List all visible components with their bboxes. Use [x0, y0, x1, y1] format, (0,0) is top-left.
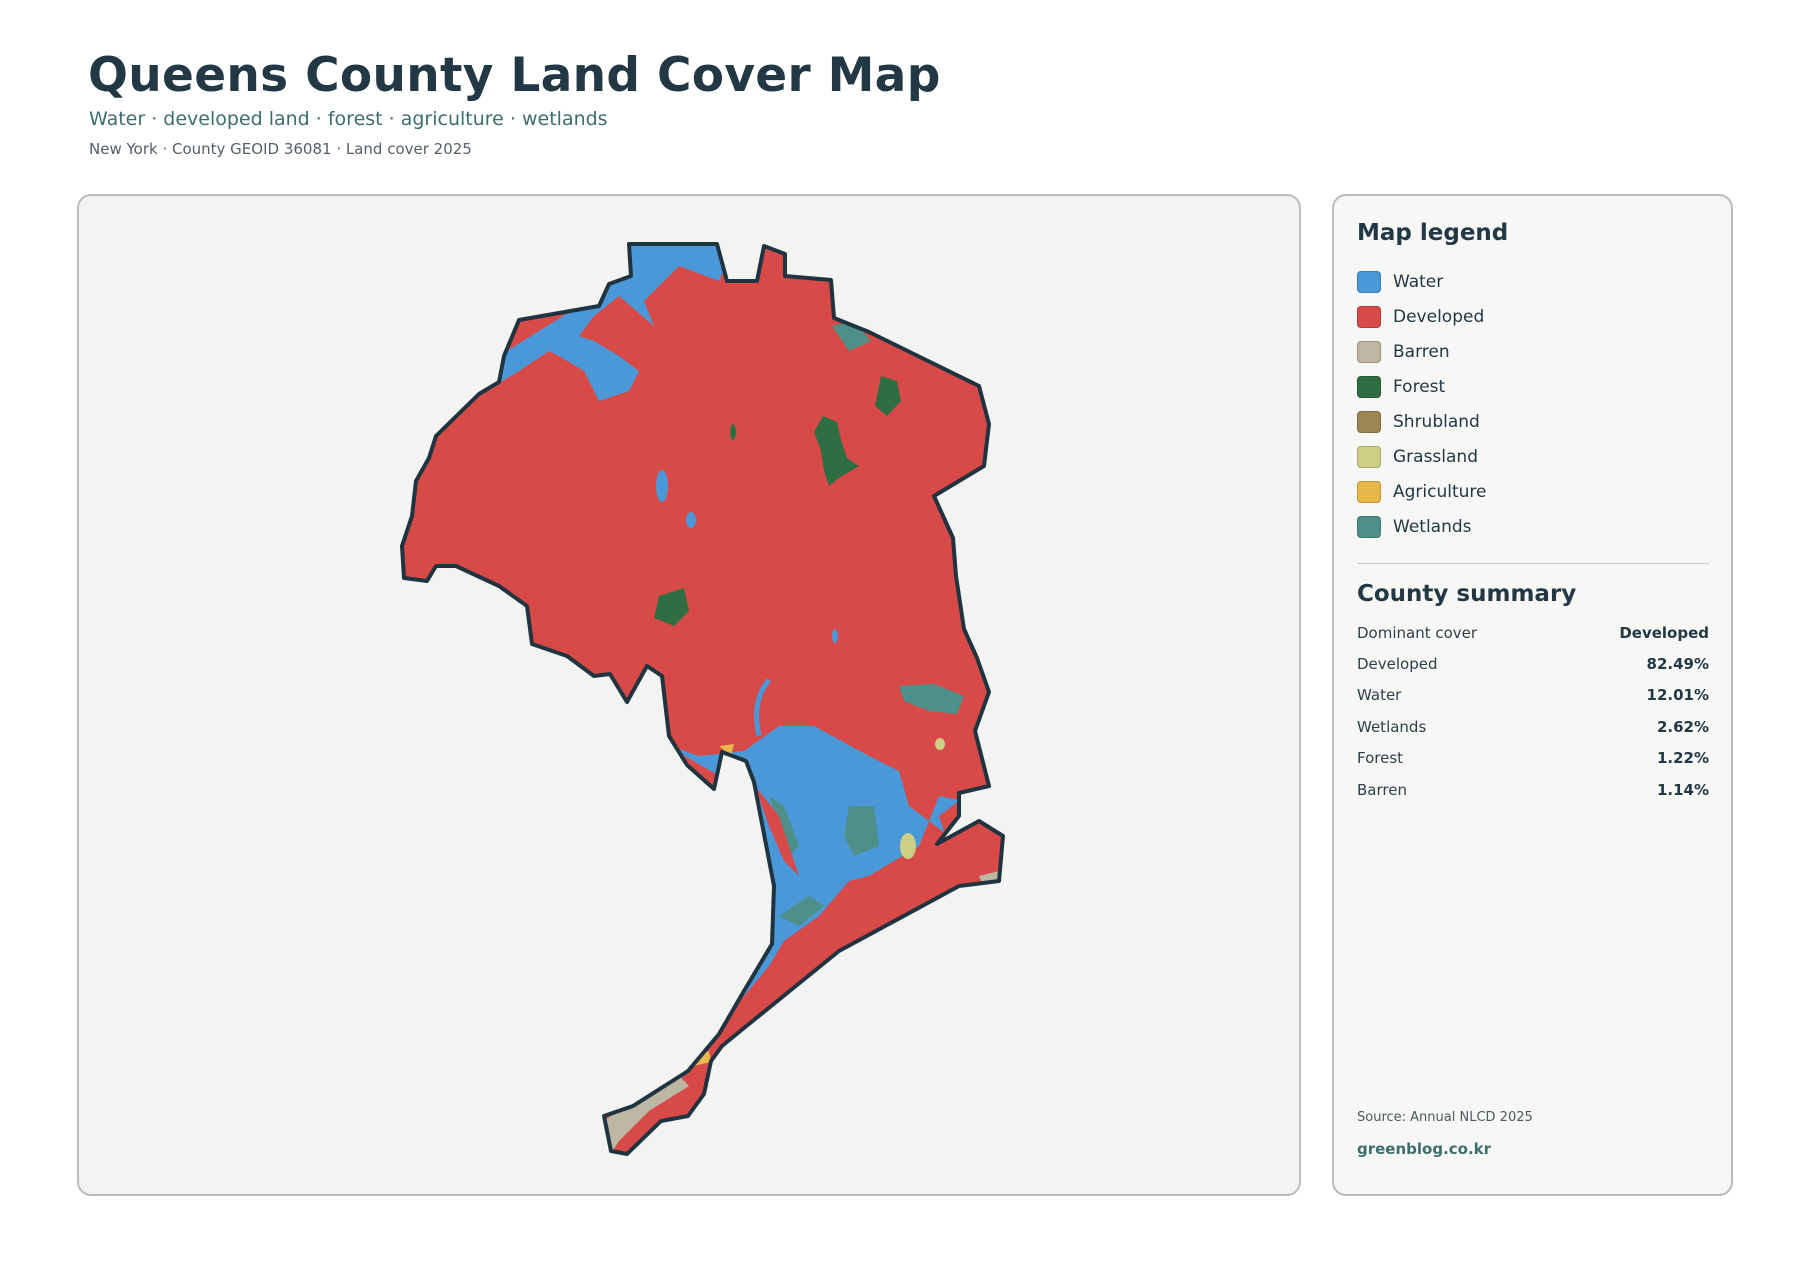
map-legend: Water Developed Barren Forest Shrubland …: [1357, 264, 1487, 544]
legend-label: Water: [1393, 271, 1444, 292]
legend-item-developed: Developed: [1357, 299, 1487, 334]
forest-patch: [654, 588, 689, 626]
legend-swatch: [1357, 410, 1381, 433]
legend-heading: Map legend: [1357, 220, 1509, 246]
summary-row-forest: Forest 1.22%: [1357, 743, 1709, 774]
developed-marsh: [755, 786, 799, 876]
wetland-patch: [899, 684, 964, 714]
summary-row-dominant: Dominant cover Developed: [1357, 617, 1709, 648]
page-meta: New York · County GEOID 36081 · Land cov…: [89, 140, 472, 158]
wetland-patch: [769, 796, 799, 856]
legend-swatch: [1357, 340, 1381, 363]
summary-row-wetlands: Wetlands 2.62%: [1357, 711, 1709, 742]
water-lake: [656, 470, 668, 502]
water-channel: [754, 678, 771, 737]
legend-label: Barren: [1393, 341, 1450, 362]
legend-item-wetlands: Wetlands: [1357, 509, 1487, 544]
summary-label: Dominant cover: [1357, 623, 1478, 642]
legend-item-forest: Forest: [1357, 369, 1487, 404]
legend-swatch: [1357, 305, 1381, 328]
grassland-patch: [935, 738, 945, 750]
legend-label: Grassland: [1393, 446, 1478, 467]
summary-label: Forest: [1357, 749, 1404, 768]
summary-row-water: Water 12.01%: [1357, 680, 1709, 711]
summary-heading: County summary: [1357, 581, 1577, 607]
legend-swatch: [1357, 270, 1381, 293]
forest-patch: [730, 424, 736, 440]
forest-patch: [611, 1061, 627, 1078]
wetland-patch: [779, 896, 824, 926]
legend-item-grassland: Grassland: [1357, 439, 1487, 474]
legend-label: Developed: [1393, 306, 1485, 327]
water-area-bay: [664, 726, 989, 1091]
legend-item-shrubland: Shrubland: [1357, 404, 1487, 439]
developed-area: [402, 244, 1003, 1154]
barren-beach: [604, 1076, 689, 1154]
water-lake: [832, 629, 838, 643]
water-lake: [686, 512, 696, 528]
legend-item-water: Water: [1357, 264, 1487, 299]
summary-value: 1.22%: [1656, 749, 1709, 768]
legend-swatch: [1357, 515, 1381, 538]
legend-swatch: [1357, 445, 1381, 468]
forest-patch: [814, 416, 859, 486]
summary-value: 2.62%: [1656, 717, 1709, 736]
county-summary: Dominant cover Developed Developed 82.49…: [1357, 617, 1709, 805]
legend-label: Wetlands: [1393, 516, 1472, 537]
legend-item-barren: Barren: [1357, 334, 1487, 369]
source-note: Source: Annual NLCD 2025: [1357, 1110, 1533, 1125]
summary-label: Developed: [1357, 655, 1438, 674]
forest-patch: [587, 1116, 597, 1134]
county-map[interactable]: [79, 196, 1301, 1196]
summary-row-developed: Developed 82.49%: [1357, 648, 1709, 679]
forest-patch: [875, 376, 901, 416]
legend-label: Shrubland: [1393, 411, 1480, 432]
page-subtitle: Water · developed land · forest · agricu…: [89, 108, 608, 130]
legend-swatch: [1357, 480, 1381, 503]
map-panel[interactable]: N: [77, 194, 1301, 1196]
summary-label: Barren: [1357, 780, 1407, 799]
grassland-patch: [900, 833, 916, 859]
legend-swatch: [1357, 375, 1381, 398]
summary-row-barren: Barren 1.14%: [1357, 774, 1709, 805]
summary-value: 12.01%: [1646, 686, 1709, 705]
wetland-patch: [832, 321, 871, 351]
summary-label: Water: [1357, 686, 1402, 705]
legend-item-agriculture: Agriculture: [1357, 474, 1487, 509]
wetland-patch: [844, 806, 879, 856]
legend-label: Agriculture: [1393, 481, 1487, 502]
summary-value: 1.14%: [1656, 780, 1709, 799]
summary-value: Developed: [1619, 623, 1709, 642]
section-divider: [1357, 563, 1709, 564]
side-panel: Map legend Water Developed Barren Forest…: [1332, 194, 1733, 1196]
brand-link[interactable]: greenblog.co.kr: [1357, 1140, 1492, 1158]
legend-label: Forest: [1393, 376, 1446, 397]
page-title: Queens County Land Cover Map: [88, 48, 941, 103]
summary-value: 82.49%: [1646, 655, 1709, 674]
summary-label: Wetlands: [1357, 717, 1427, 736]
